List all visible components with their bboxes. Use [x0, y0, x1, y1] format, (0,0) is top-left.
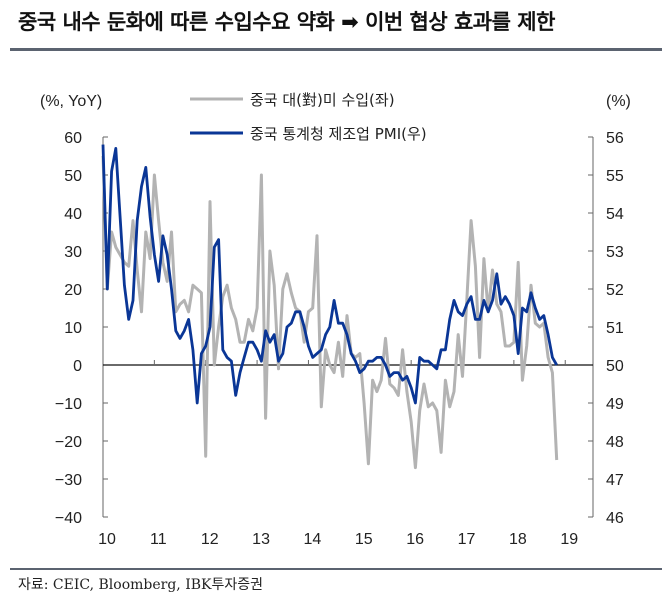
left-tick-label: 40 — [64, 206, 82, 223]
right-tick-label: 46 — [606, 510, 624, 527]
chart-title: 중국 내수 둔화에 따른 수입수요 약화 ➡ 이번 협상 효과를 제한 — [18, 10, 555, 34]
left-tick-label: −30 — [55, 472, 82, 489]
right-tick-label: 48 — [606, 434, 624, 451]
left-tick-label: 60 — [64, 130, 82, 147]
x-tick-label: 19 — [560, 531, 578, 548]
left-tick-label: 10 — [64, 320, 82, 337]
x-tick-label: 10 — [98, 531, 116, 548]
x-tick-label: 18 — [509, 531, 527, 548]
left-tick-label: 50 — [64, 168, 82, 185]
right-tick-label: 50 — [606, 358, 624, 375]
right-tick-label: 54 — [606, 206, 624, 223]
left-tick-label: −40 — [55, 510, 82, 527]
source-note: 자료: CEIC, Bloomberg, IBK투자증권 — [18, 577, 263, 593]
x-tick-label: 11 — [150, 531, 167, 548]
left-tick-label: −10 — [55, 396, 82, 413]
source-divider — [10, 568, 662, 570]
x-tick-label: 16 — [406, 531, 424, 548]
right-tick-label: 55 — [606, 168, 624, 185]
left-tick-label: 0 — [73, 358, 82, 375]
x-tick-label: 15 — [355, 531, 373, 548]
left-tick-label: 30 — [64, 244, 82, 261]
series-line-pmi — [101, 144, 558, 405]
right-tick-label: 49 — [606, 396, 624, 413]
right-tick-label: 52 — [606, 282, 624, 299]
right-tick-label: 47 — [606, 472, 624, 489]
x-tick-label: 17 — [458, 531, 476, 548]
series-line-us-imports — [101, 155, 559, 470]
legend-label: 중국 통계청 제조업 PMI(우) — [250, 125, 427, 143]
right-axis-label: (%) — [606, 93, 631, 110]
right-tick-label: 56 — [606, 130, 624, 147]
title-divider — [10, 48, 662, 51]
x-tick-label: 13 — [252, 531, 270, 548]
left-tick-label: −20 — [55, 434, 82, 451]
legend-label: 중국 대(對)미 수입(좌) — [250, 91, 395, 109]
right-tick-label: 53 — [606, 244, 624, 261]
right-tick-label: 51 — [606, 320, 624, 337]
x-tick-label: 12 — [201, 531, 219, 548]
left-tick-label: 20 — [64, 282, 82, 299]
x-tick-label: 14 — [304, 531, 322, 548]
left-axis-label: (%, YoY) — [40, 93, 102, 110]
